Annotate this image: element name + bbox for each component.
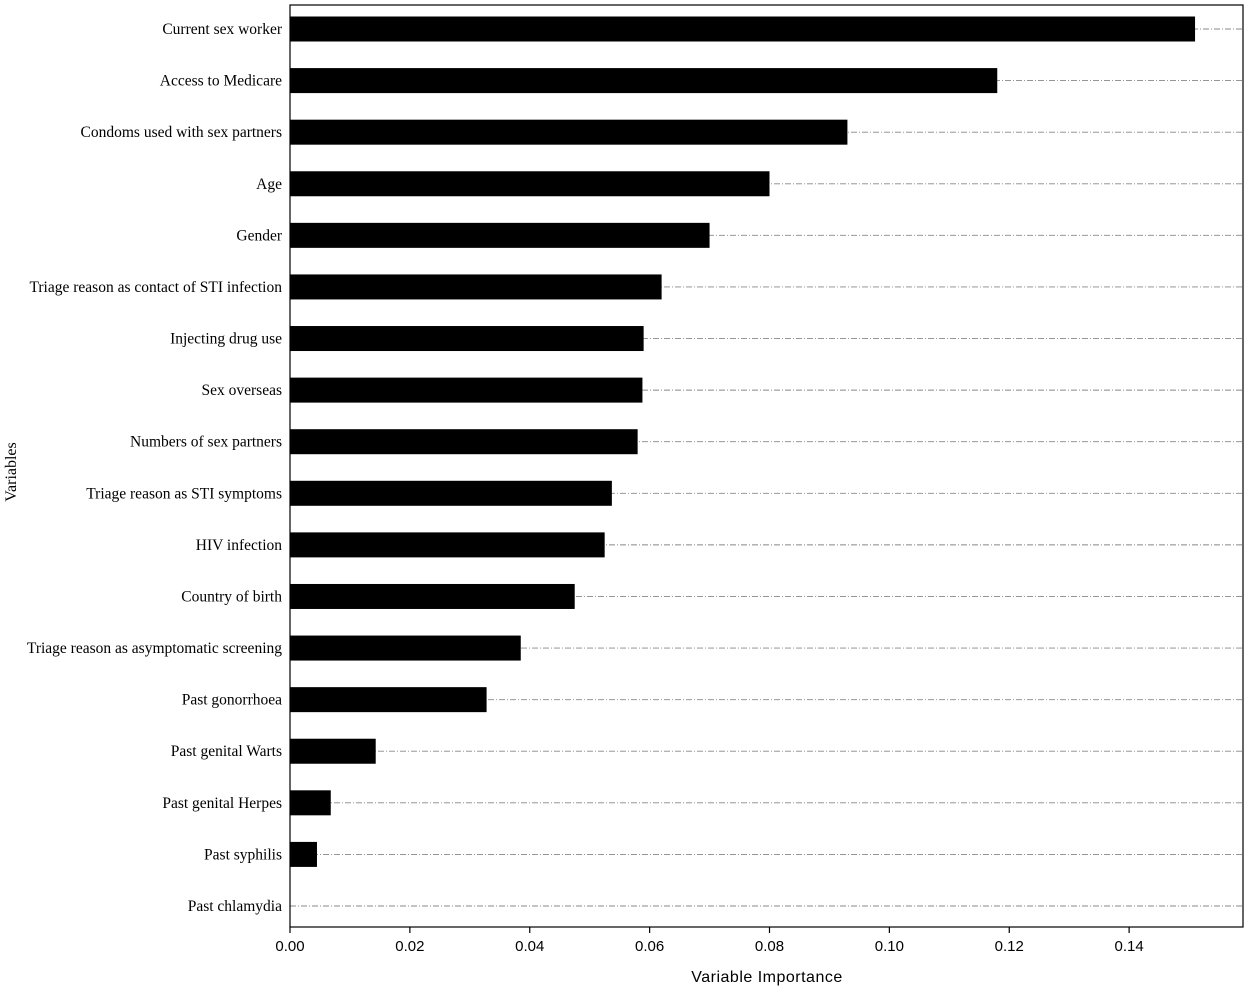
bar [290,532,605,558]
bar [290,274,662,300]
category-label: Numbers of sex partners [130,434,282,451]
category-label: Current sex worker [162,21,282,38]
bar [290,635,521,661]
x-tick-label: 0.08 [755,938,784,955]
bar [290,429,638,455]
bar [290,68,998,94]
category-label: HIV infection [196,537,282,554]
category-labels: Current sex worker Access to Medicare Cond… [27,21,283,915]
category-label: Triage reason as asymptomatic screening [27,640,282,657]
x-tick-label: 0.06 [635,938,664,955]
bar [290,171,770,197]
x-tick-label: 0.00 [275,938,304,955]
category-label: Condoms used with sex partners [81,124,282,141]
bar [290,841,317,867]
category-label: Triage reason as contact of STI infectio… [29,279,282,296]
plot-frame [289,4,1244,928]
bar [290,377,643,403]
x-tick-label: 0.14 [1115,938,1144,955]
category-label: Past genital Warts [171,743,282,760]
category-label: Country of birth [181,588,282,605]
bar [290,222,710,248]
category-label: Gender [236,227,282,244]
category-label: Access to Medicare [160,73,282,90]
category-label: Past genital Herpes [162,795,282,812]
bar [290,119,848,145]
category-label: Past syphilis [204,846,282,863]
bar [290,480,612,506]
category-label: Age [256,176,282,193]
category-label: Sex overseas [202,382,283,399]
x-tick-label: 0.10 [875,938,904,955]
x-axis-ticks: 0.00 0.02 0.04 0.06 0.08 0.10 0.12 0.14 [275,927,1144,955]
category-label: Past gonorrhoea [182,692,282,709]
bar [290,687,487,713]
bar [290,326,644,352]
x-tick-label: 0.12 [995,938,1024,955]
x-axis-title: Variable Importance [691,969,843,986]
bar [290,738,376,764]
gridlines [290,28,1243,907]
bar [290,583,575,609]
x-tick-label: 0.02 [395,938,424,955]
x-tick-label: 0.04 [515,938,544,955]
category-label: Past chlamydia [188,898,282,915]
y-axis-title: Variables [3,442,20,502]
bar [290,790,331,816]
category-label: Triage reason as STI symptoms [86,485,282,502]
category-label: Injecting drug use [170,331,282,348]
bar [290,16,1196,42]
bars [290,16,1196,867]
